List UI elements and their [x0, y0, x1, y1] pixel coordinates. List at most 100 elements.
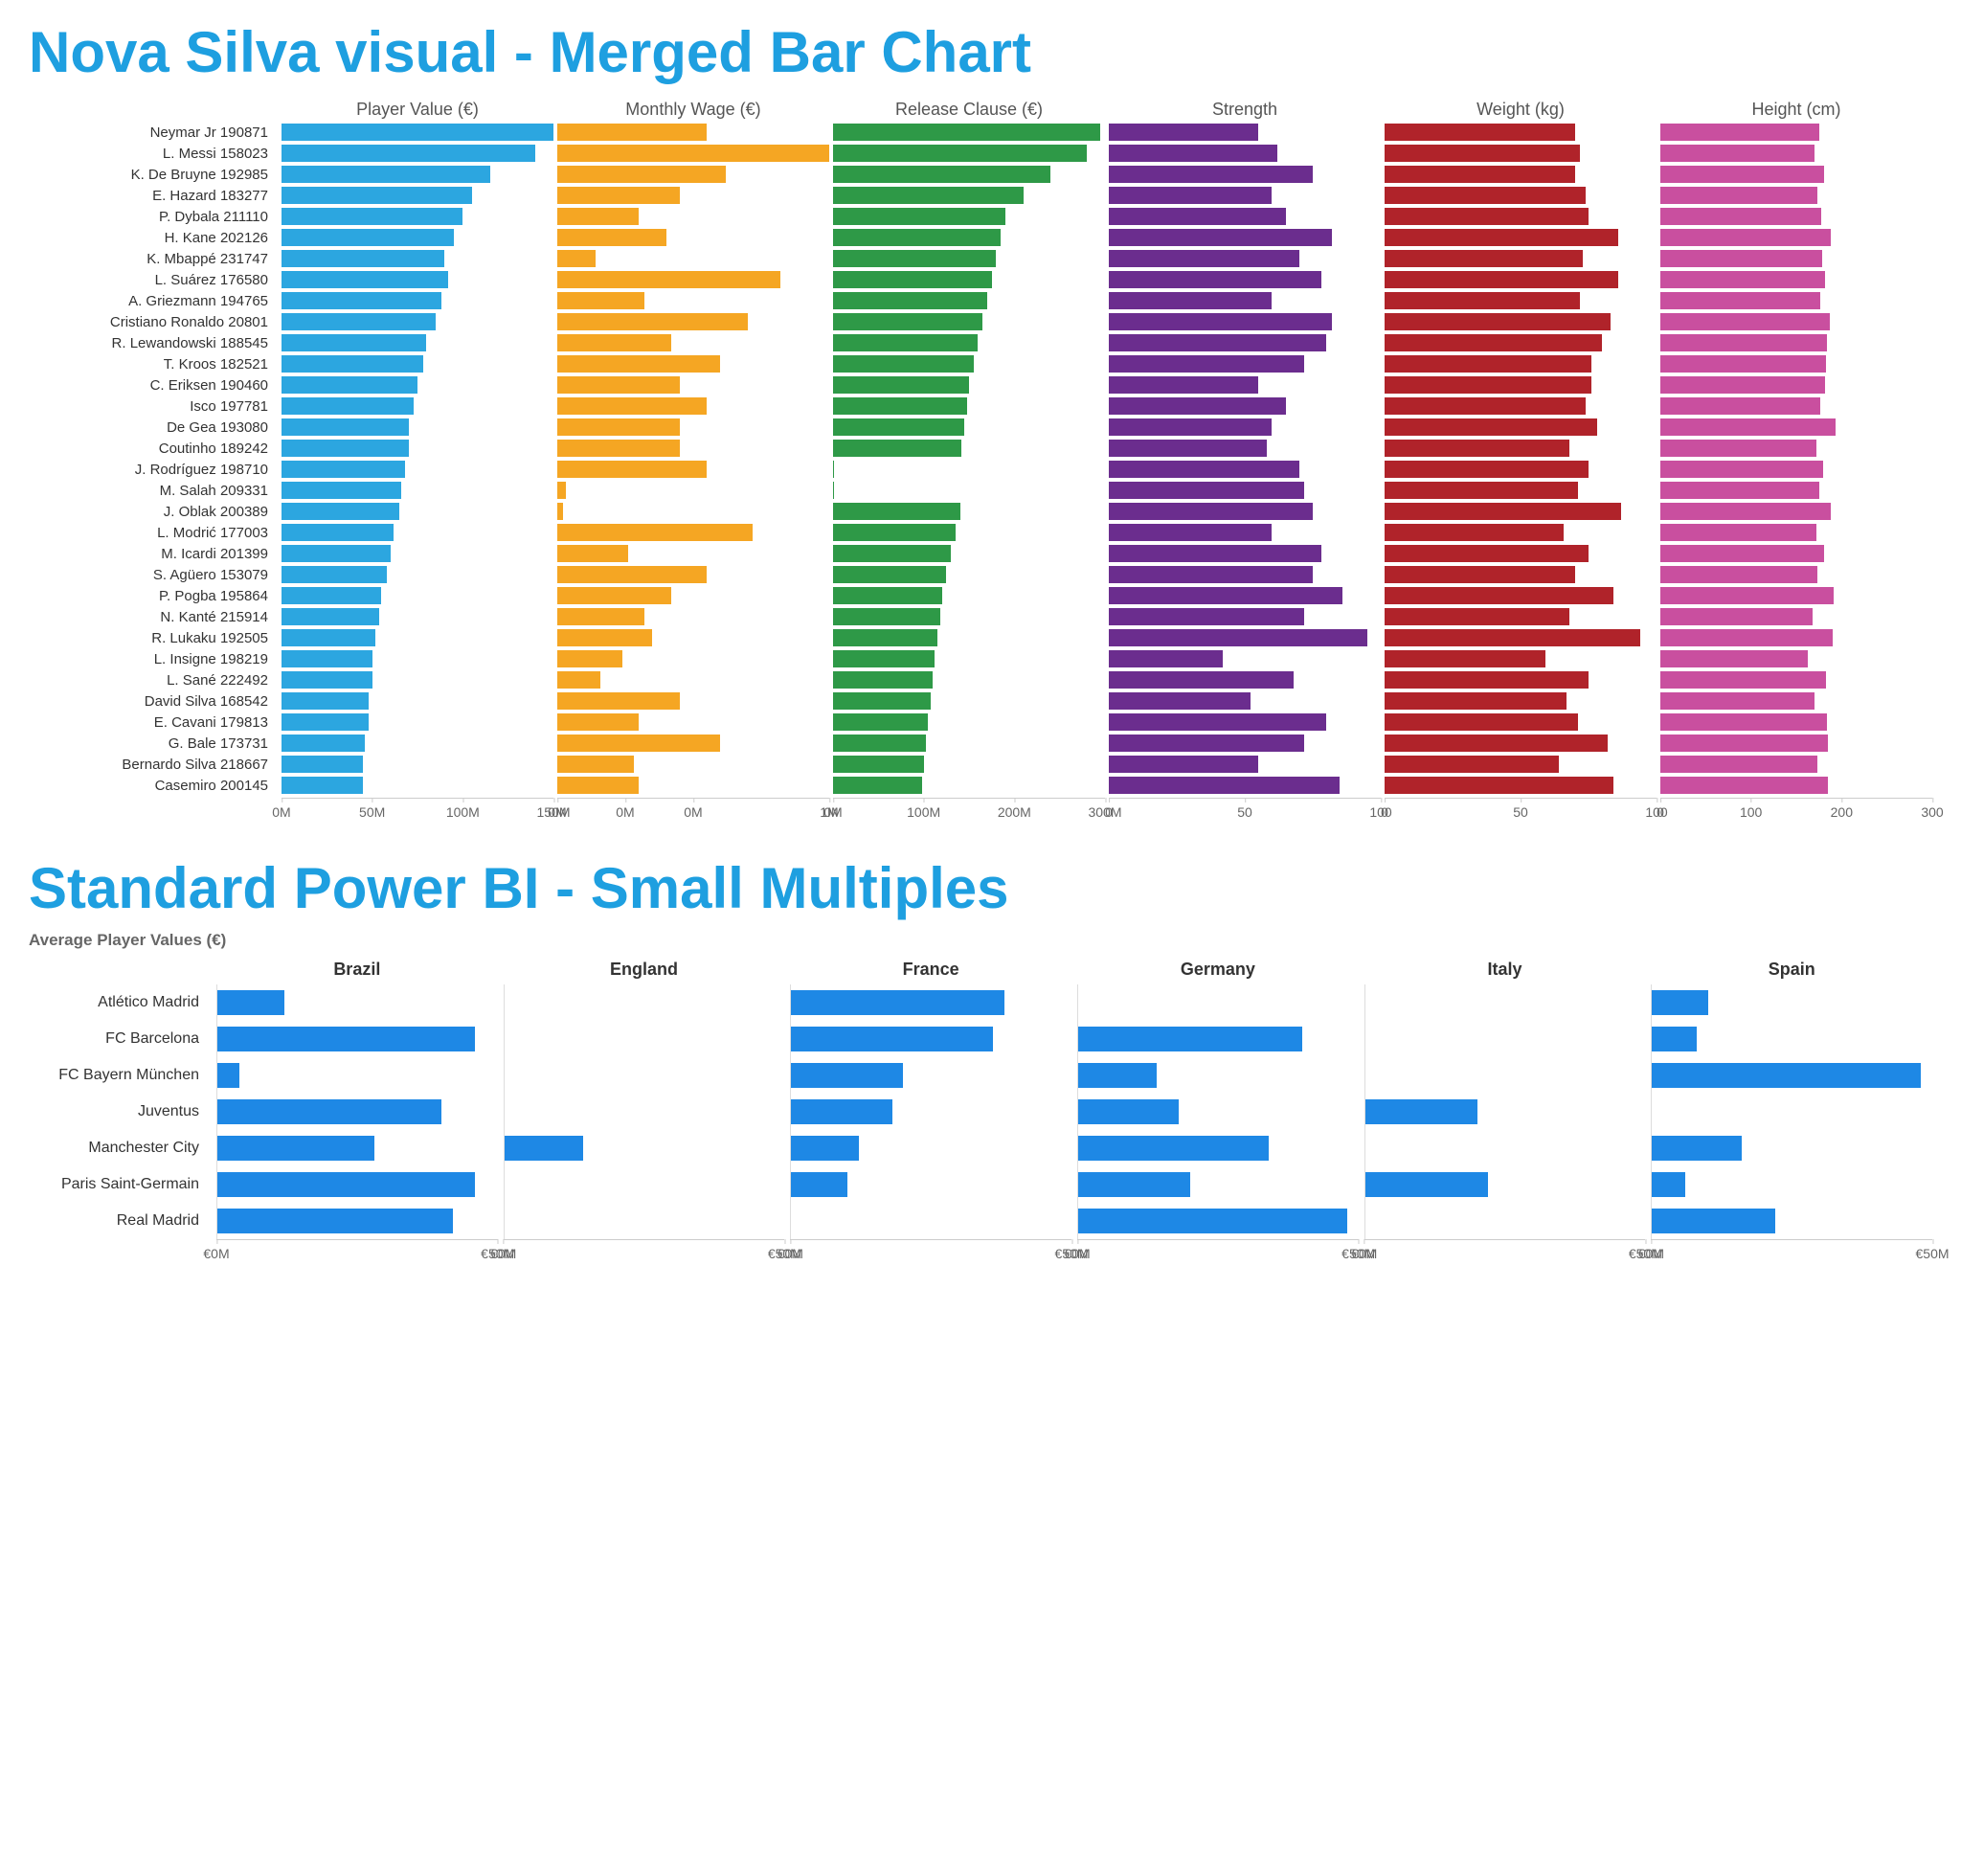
- player-label: Cristiano Ronaldo 20801: [29, 311, 278, 332]
- bar: [1385, 545, 1589, 562]
- bar: [1385, 629, 1640, 646]
- bar: [1385, 124, 1575, 141]
- player-label: Casemiro 200145: [29, 775, 278, 796]
- axis-tick: 300: [1921, 799, 1943, 820]
- bar-row: [282, 143, 553, 164]
- bar-row: [1385, 143, 1657, 164]
- axis-tick: 0: [1657, 799, 1664, 820]
- bar-row: [557, 669, 829, 690]
- bar: [1385, 713, 1578, 731]
- bar-row: [557, 627, 829, 648]
- axis-tick: €0M: [203, 1240, 229, 1261]
- bar: [282, 461, 405, 478]
- bar-row: [1109, 248, 1381, 269]
- bar-row: [1385, 501, 1657, 522]
- bar: [282, 692, 369, 710]
- player-label: Coutinho 189242: [29, 438, 278, 459]
- bar-row: [557, 164, 829, 185]
- metric-column: Height (cm)0100200300: [1660, 95, 1932, 826]
- bar: [282, 713, 369, 731]
- bar-row: [833, 353, 1105, 374]
- bar: [833, 482, 834, 499]
- bar: [557, 608, 644, 625]
- player-label: David Silva 168542: [29, 690, 278, 712]
- player-label: K. De Bruyne 192985: [29, 164, 278, 185]
- bar-row: [1385, 480, 1657, 501]
- bar-row: [282, 332, 553, 353]
- metric-column: Release Clause (€)0M100M200M300M: [833, 95, 1105, 826]
- section1-title: Nova Silva visual - Merged Bar Chart: [29, 19, 1932, 85]
- bar-row: [282, 480, 553, 501]
- bar: [1109, 250, 1299, 267]
- bar: [833, 292, 987, 309]
- player-label: M. Salah 209331: [29, 480, 278, 501]
- bar-row: [1109, 669, 1381, 690]
- bar-row: [1385, 522, 1657, 543]
- player-labels-column: Neymar Jr 190871L. Messi 158023K. De Bru…: [29, 95, 278, 826]
- x-axis: €0M€50M: [1077, 1239, 1359, 1268]
- bar-row: [1660, 353, 1932, 374]
- bar-row: [1385, 290, 1657, 311]
- bar: [1109, 334, 1326, 351]
- bar-row: [557, 227, 829, 248]
- bar: [557, 250, 596, 267]
- bar-row: [1660, 733, 1932, 754]
- bar: [557, 566, 707, 583]
- bar-row: [282, 374, 553, 396]
- bar-row: [1652, 1166, 1932, 1203]
- bar-row: [1385, 543, 1657, 564]
- x-axis: 0M50M100M150M: [282, 798, 553, 826]
- bar: [833, 692, 931, 710]
- bar-row: [1385, 227, 1657, 248]
- bar-row: [1660, 164, 1932, 185]
- bar: [1385, 166, 1575, 183]
- bar-row: [1385, 396, 1657, 417]
- bar: [282, 650, 372, 667]
- bar-row: [833, 564, 1105, 585]
- bar-row: [833, 501, 1105, 522]
- x-axis: €0M€50M: [790, 1239, 1071, 1268]
- column-header: Monthly Wage (€): [557, 95, 829, 122]
- bar: [833, 229, 1001, 246]
- column-header: Player Value (€): [282, 95, 553, 122]
- metric-column: Monthly Wage (€)0M0M0M1M: [557, 95, 829, 826]
- bar-row: [833, 417, 1105, 438]
- club-label: Real Madrid: [29, 1203, 211, 1239]
- bar-row: [1385, 459, 1657, 480]
- country-column: England€0M€50M: [504, 954, 785, 1268]
- bar: [282, 334, 426, 351]
- bar: [282, 292, 441, 309]
- bar-row: [1365, 984, 1646, 1021]
- country-header: Italy: [1364, 954, 1646, 984]
- bar: [282, 166, 490, 183]
- bar: [1660, 418, 1836, 436]
- bar: [282, 629, 375, 646]
- bar: [217, 1136, 374, 1161]
- bar: [217, 1099, 441, 1124]
- bar: [1078, 1099, 1179, 1124]
- bar-row: [282, 185, 553, 206]
- bar-row: [791, 1057, 1071, 1094]
- bar: [833, 440, 961, 457]
- bar-row: [1660, 669, 1932, 690]
- bar-row: [1109, 606, 1381, 627]
- bar-row: [505, 984, 785, 1021]
- bar: [833, 334, 978, 351]
- bar: [1109, 503, 1313, 520]
- bar: [1660, 482, 1819, 499]
- bar-row: [557, 269, 829, 290]
- bar-row: [557, 332, 829, 353]
- bar: [833, 145, 1087, 162]
- bar-row: [1385, 248, 1657, 269]
- bar-row: [282, 648, 553, 669]
- bar-row: [505, 1094, 785, 1130]
- bar-row: [282, 606, 553, 627]
- bar: [1109, 166, 1313, 183]
- club-label: Juventus: [29, 1094, 211, 1130]
- bar: [1385, 440, 1569, 457]
- player-label: N. Kanté 215914: [29, 606, 278, 627]
- bar-row: [282, 290, 553, 311]
- bar-row: [1660, 122, 1932, 143]
- bar-row: [1660, 627, 1932, 648]
- bar: [505, 1136, 583, 1161]
